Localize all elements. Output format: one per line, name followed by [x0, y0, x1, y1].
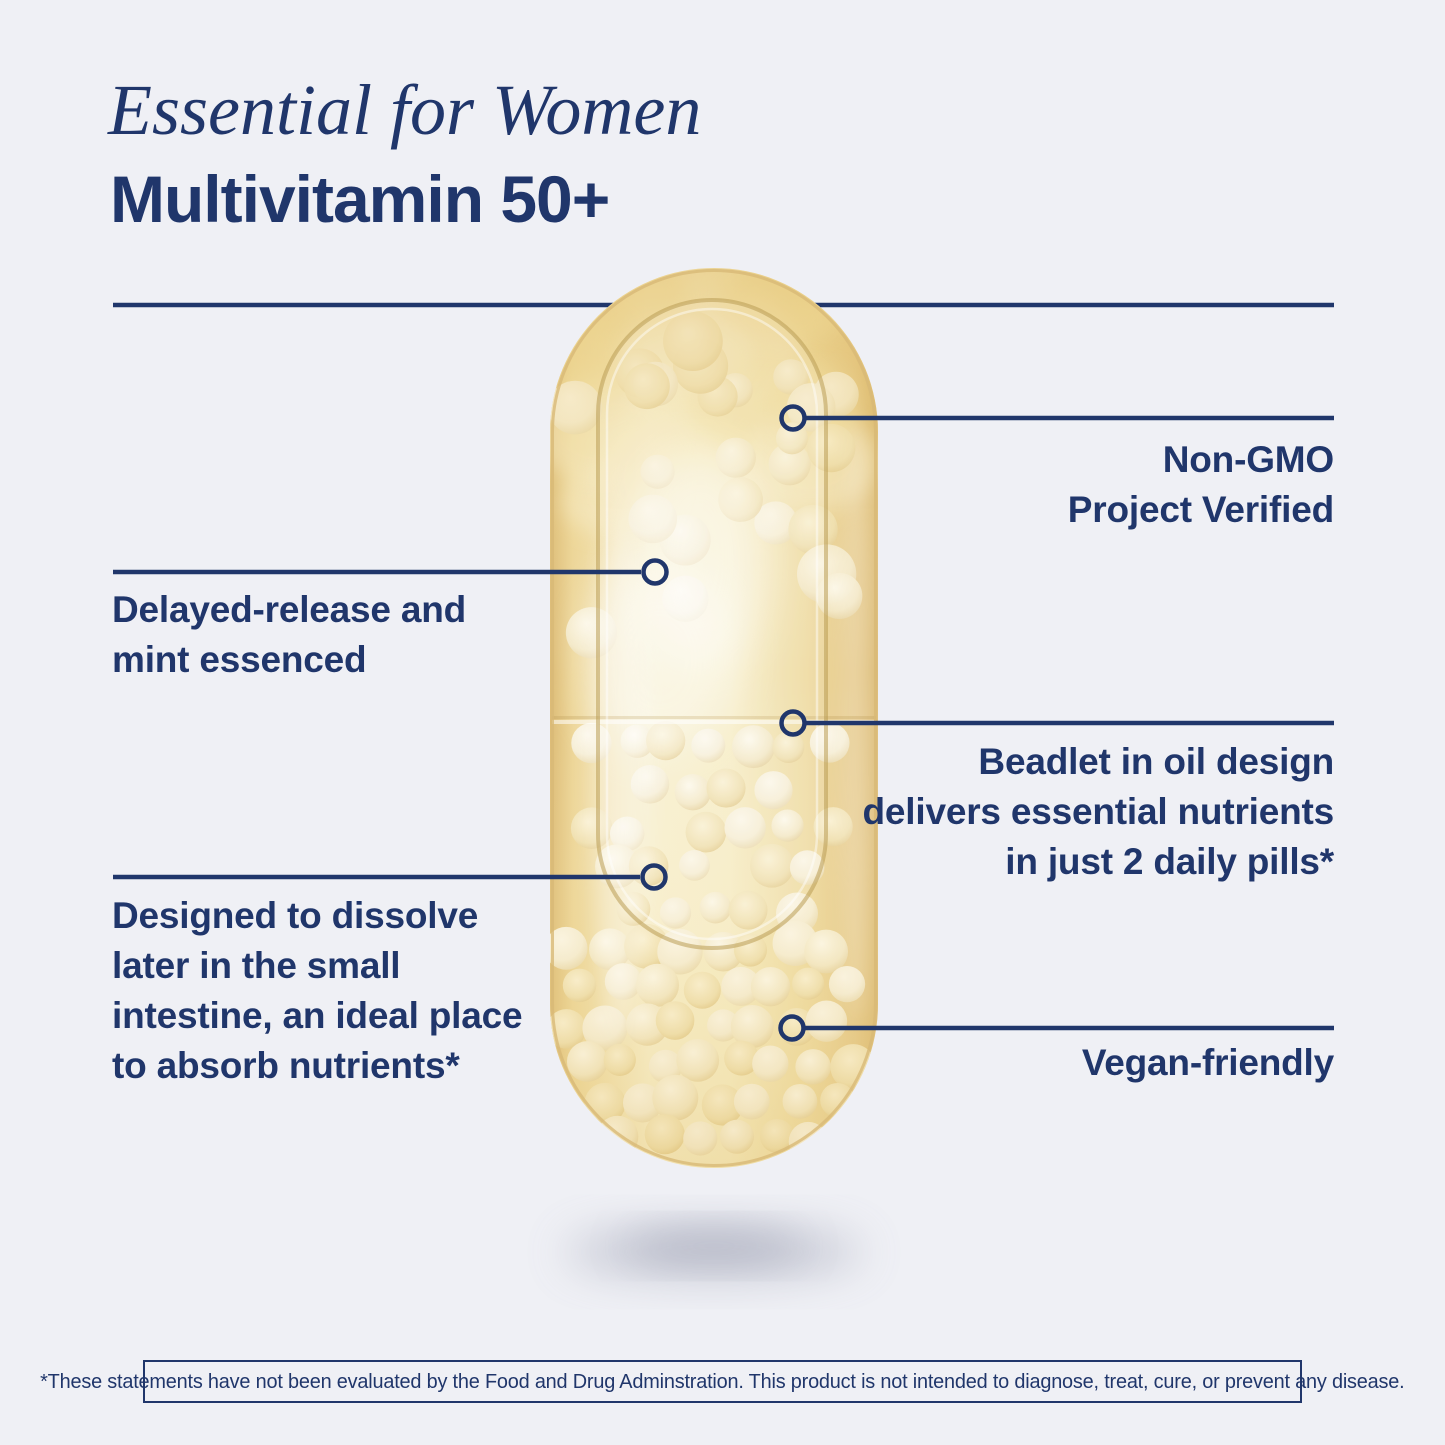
callout-label-delayed: Delayed-release and mint essenced [112, 589, 467, 680]
capsule-seam [552, 716, 876, 719]
page-title: Multivitamin 50+ [110, 162, 610, 236]
callout-dot-beadlet [779, 709, 807, 737]
callout-dot-dissolve [640, 863, 668, 891]
callout-dot-non-gmo [779, 404, 807, 432]
inner-capsule-outline [596, 298, 828, 950]
disclaimer-text: *These statements have not been evaluate… [40, 1369, 1405, 1393]
callout-dot-delayed [641, 558, 669, 586]
callout-dot-vegan [778, 1014, 806, 1042]
callout-label-dissolve: Designed to dissolve later in the small … [112, 895, 523, 1086]
callout-label-vegan: Vegan-friendly [1081, 1042, 1334, 1083]
brand-line: Essential for Women [108, 70, 702, 150]
disclaimer-box: *These statements have not been evaluate… [40, 1360, 1405, 1403]
capsule-shadow [564, 1226, 864, 1278]
callout-label-beadlet: Beadlet in oil design delivers essential… [862, 741, 1335, 882]
callout-label-non-gmo: Non-GMO Project Verified [1067, 439, 1334, 530]
